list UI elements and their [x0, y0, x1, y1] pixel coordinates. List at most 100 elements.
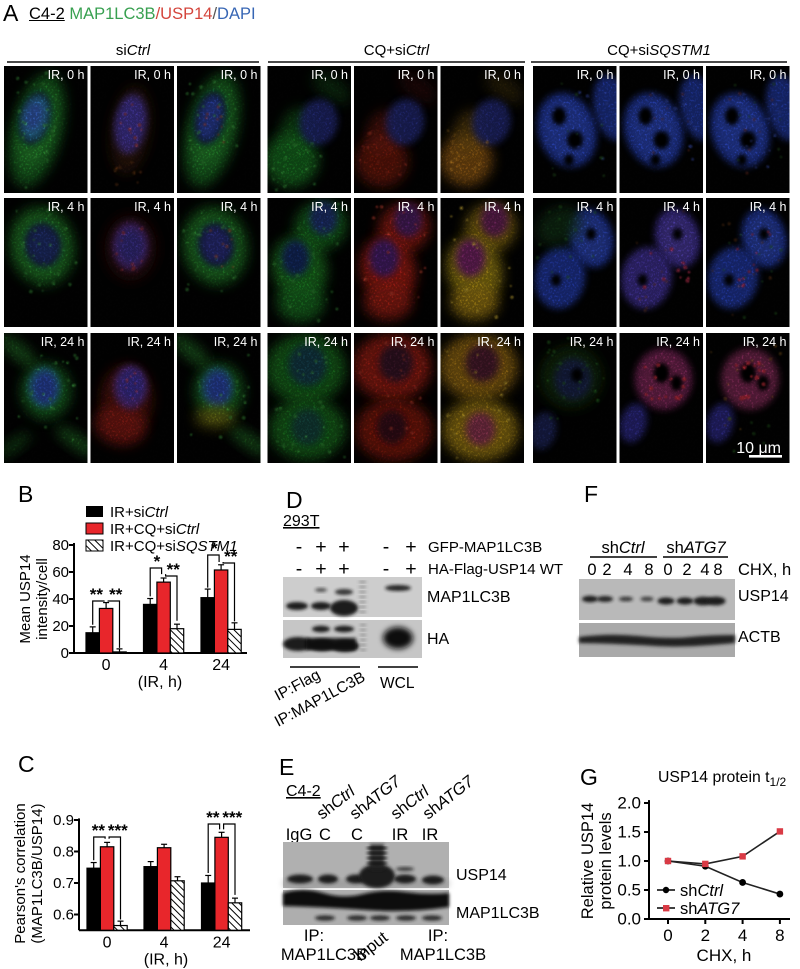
svg-text:IR, 4 h: IR, 4 h: [484, 200, 521, 214]
svg-text:D: D: [286, 487, 303, 513]
svg-text:CHX, h: CHX, h: [697, 946, 752, 965]
svg-text:2: 2: [682, 561, 691, 579]
svg-text:**: **: [92, 821, 106, 840]
svg-text:80: 80: [52, 537, 69, 554]
svg-text:CHX, h: CHX, h: [738, 561, 791, 579]
svg-text:IR, 4 h: IR, 4 h: [663, 200, 700, 214]
svg-text:+: +: [338, 536, 349, 558]
svg-text:8: 8: [644, 561, 653, 579]
svg-text:IR, 4 h: IR, 4 h: [750, 200, 787, 214]
svg-text:10 μm: 10 μm: [736, 440, 781, 457]
svg-text:24: 24: [213, 934, 231, 951]
svg-text:IR, 0 h: IR, 0 h: [311, 68, 348, 82]
svg-text:Mean USP14: Mean USP14: [17, 554, 34, 643]
svg-text:1.5: 1.5: [617, 823, 641, 842]
svg-text:shCtrl: shCtrl: [601, 539, 645, 557]
svg-text:IP:: IP:: [304, 927, 324, 945]
svg-text:IR, 24 h: IR, 24 h: [477, 335, 521, 349]
svg-text:MAP1LC3B: MAP1LC3B: [427, 589, 511, 606]
svg-text:-: -: [296, 536, 303, 558]
svg-text:MAP1LC3B: MAP1LC3B: [281, 946, 367, 964]
svg-text:IR, 4 h: IR, 4 h: [134, 200, 171, 214]
svg-text:(MAP1LC3B/USP14): (MAP1LC3B/USP14): [29, 804, 46, 944]
svg-text:GFP-MAP1LC3B: GFP-MAP1LC3B: [428, 539, 542, 556]
svg-text:+: +: [338, 558, 349, 580]
svg-text:**: **: [206, 808, 220, 827]
svg-text:4: 4: [738, 926, 747, 945]
svg-text:-: -: [383, 536, 390, 558]
svg-text:**: **: [224, 547, 238, 566]
svg-text:C: C: [351, 826, 363, 844]
svg-text:(IR, h): (IR, h): [138, 674, 182, 691]
svg-text:4: 4: [159, 657, 168, 674]
svg-text:IR, 24 h: IR, 24 h: [656, 335, 700, 349]
svg-text:IR, 4 h: IR, 4 h: [311, 200, 348, 214]
svg-text:F: F: [584, 481, 598, 507]
svg-text:E: E: [279, 754, 294, 780]
svg-text:0.0: 0.0: [617, 910, 641, 929]
svg-text:4: 4: [623, 561, 632, 579]
svg-text:IR+CQ+siSQSTM1: IR+CQ+siSQSTM1: [110, 538, 238, 555]
svg-text:IR: IR: [392, 826, 409, 844]
svg-text:8: 8: [775, 926, 784, 945]
svg-text:IR, 0 h: IR, 0 h: [484, 68, 521, 82]
svg-text:MAP1LC3B: MAP1LC3B: [400, 946, 486, 964]
svg-text:0: 0: [61, 645, 69, 662]
svg-text:0: 0: [102, 657, 111, 674]
svg-text:IR, 0 h: IR, 0 h: [134, 68, 171, 82]
svg-text:C: C: [319, 826, 331, 844]
svg-text:ACTB: ACTB: [738, 629, 781, 646]
svg-text:IR: IR: [422, 826, 439, 844]
svg-text:IR+siCtrl: IR+siCtrl: [110, 504, 169, 521]
svg-text:IR, 0 h: IR, 0 h: [48, 68, 85, 82]
svg-text:IR, 0 h: IR, 0 h: [663, 68, 700, 82]
svg-text:Input: Input: [351, 928, 391, 965]
svg-text:IR, 0 h: IR, 0 h: [577, 68, 614, 82]
svg-text:-: -: [383, 558, 390, 580]
svg-text:60: 60: [52, 564, 69, 581]
svg-text:IgG: IgG: [286, 826, 313, 844]
svg-text:***: ***: [108, 821, 128, 840]
svg-text:shATG7: shATG7: [680, 900, 740, 918]
svg-text:IR, 24 h: IR, 24 h: [391, 335, 435, 349]
svg-text:Relative USP14: Relative USP14: [579, 803, 597, 919]
svg-text:0: 0: [103, 934, 112, 951]
svg-text:shATG7: shATG7: [666, 539, 726, 557]
svg-text:IR+CQ+siCtrl: IR+CQ+siCtrl: [110, 521, 200, 538]
svg-text:protein levels: protein levels: [597, 812, 615, 909]
svg-text:IR, 24 h: IR, 24 h: [127, 335, 171, 349]
svg-text:0: 0: [587, 561, 596, 579]
svg-text:0.9: 0.9: [53, 812, 74, 829]
svg-text:(IR, h): (IR, h): [144, 951, 188, 968]
svg-text:HA-Flag-USP14 WT: HA-Flag-USP14 WT: [428, 561, 563, 578]
svg-text:USP14: USP14: [738, 588, 789, 605]
svg-text:IR, 4 h: IR, 4 h: [398, 200, 435, 214]
svg-text:IR, 24 h: IR, 24 h: [743, 335, 787, 349]
svg-text:+: +: [315, 536, 326, 558]
svg-text:+: +: [315, 558, 326, 580]
svg-text:1.0: 1.0: [617, 852, 641, 871]
svg-text:IR, 4 h: IR, 4 h: [577, 200, 614, 214]
svg-text:*: *: [211, 539, 218, 558]
svg-text:**: **: [109, 585, 123, 604]
svg-text:4: 4: [160, 934, 169, 951]
svg-text:B: B: [18, 481, 33, 507]
svg-text:0: 0: [663, 926, 672, 945]
svg-text:-: -: [296, 558, 303, 580]
svg-text:Pearson's correlation: Pearson's correlation: [12, 803, 29, 943]
svg-text:0.6: 0.6: [53, 907, 74, 924]
svg-text:***: ***: [222, 808, 242, 827]
svg-text:C4-2: C4-2: [286, 783, 321, 800]
svg-text:**: **: [90, 585, 104, 604]
svg-text:2: 2: [602, 561, 611, 579]
svg-text:+: +: [405, 558, 416, 580]
svg-text:IR, 0 h: IR, 0 h: [750, 68, 787, 82]
svg-text:20: 20: [52, 618, 69, 635]
svg-text:USP14: USP14: [456, 867, 507, 884]
svg-text:4: 4: [700, 561, 709, 579]
svg-text:MAP1LC3B: MAP1LC3B: [456, 905, 540, 922]
svg-text:+: +: [405, 536, 416, 558]
svg-text:IR, 24 h: IR, 24 h: [41, 335, 85, 349]
svg-text:HA: HA: [427, 631, 450, 648]
svg-text:0.8: 0.8: [53, 844, 74, 861]
